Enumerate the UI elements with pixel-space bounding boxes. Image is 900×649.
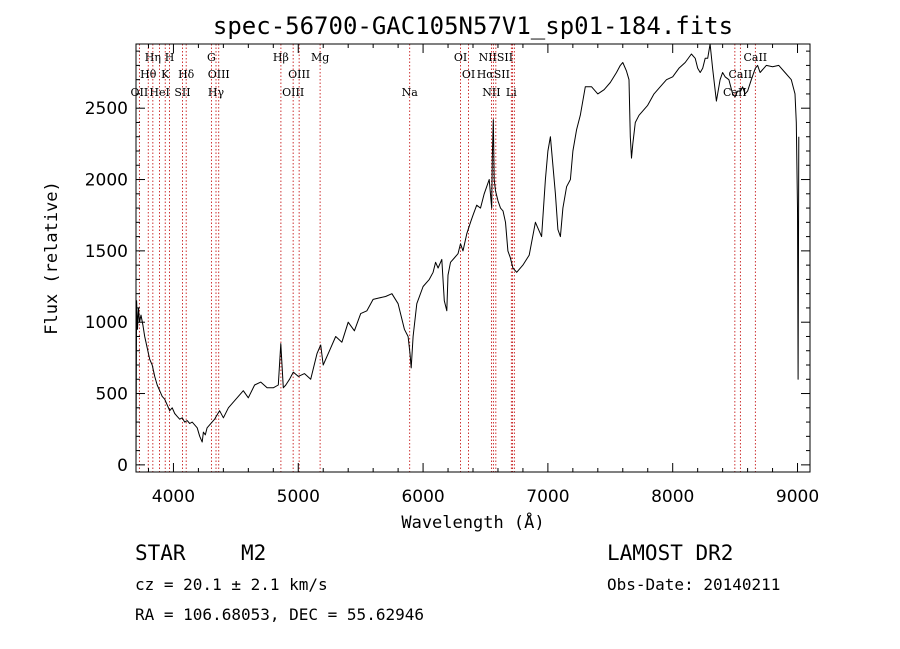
line-label: OIII (208, 68, 230, 81)
redshift-cz: cz = 20.1 ± 2.1 km/s (135, 575, 328, 594)
y-tick-label: 500 (96, 385, 128, 405)
line-label: Hδ (178, 68, 195, 81)
y-tick-label: 2500 (85, 99, 128, 119)
y-axis-ticks: 0 500 1000 1500 2000 2500 (85, 50, 810, 476)
x-tick-label: 4000 (152, 487, 195, 507)
x-tick-label: 8000 (651, 487, 694, 507)
line-label: SII (174, 86, 190, 99)
line-label: Na (402, 86, 419, 99)
y-axis-label: Flux (relative) (42, 181, 62, 335)
line-label: CaII (729, 68, 753, 81)
spectral-line-markers (138, 44, 756, 472)
line-label: OI (454, 51, 467, 64)
line-label: NIISII (479, 51, 514, 64)
line-label: CaII (743, 51, 767, 64)
line-label: Mg (311, 51, 329, 64)
line-label: Hθ (140, 68, 157, 81)
line-label: CaII (723, 86, 747, 99)
line-label: Hγ (208, 86, 225, 99)
y-tick-label: 2000 (85, 171, 128, 191)
line-label: H (165, 51, 175, 64)
x-tick-label: 5000 (277, 487, 320, 507)
line-label: OIII (288, 68, 310, 81)
line-label: OI (462, 68, 475, 81)
line-label: HαSII (477, 68, 510, 81)
ra-dec: RA = 106.68053, DEC = 55.62946 (135, 605, 424, 624)
y-tick-label: 0 (117, 456, 128, 476)
plot-frame (135, 43, 811, 473)
line-label: K (161, 68, 170, 81)
line-label: Hη (145, 51, 161, 64)
line-label: G (207, 51, 216, 64)
x-tick-label: 6000 (401, 487, 444, 507)
x-tick-label: 9000 (776, 487, 819, 507)
x-axis-label: Wavelength (Å) (401, 511, 544, 533)
line-label: OIII (282, 86, 304, 99)
line-label: Hβ (273, 51, 289, 64)
object-class: STAR (135, 541, 186, 565)
survey-name: LAMOST DR2 (607, 541, 733, 565)
y-tick-label: 1000 (85, 313, 128, 333)
y-tick-label: 1500 (85, 242, 128, 262)
x-axis-ticks: 4000 5000 6000 7000 8000 9000 (147, 44, 819, 507)
line-label: HeI (149, 86, 169, 99)
info-block: STAR M2 cz = 20.1 ± 2.1 km/s RA = 106.68… (135, 541, 780, 624)
obs-date: Obs-Date: 20140211 (607, 575, 780, 594)
line-label: NII (482, 86, 500, 99)
chart-title: spec-56700-GAC105N57V1_sp01-184.fits (213, 12, 733, 40)
line-label: OII (131, 86, 149, 99)
spectrum-line (135, 43, 800, 465)
object-subclass: M2 (241, 541, 266, 565)
line-label: Li (506, 86, 517, 99)
x-tick-label: 7000 (526, 487, 569, 507)
